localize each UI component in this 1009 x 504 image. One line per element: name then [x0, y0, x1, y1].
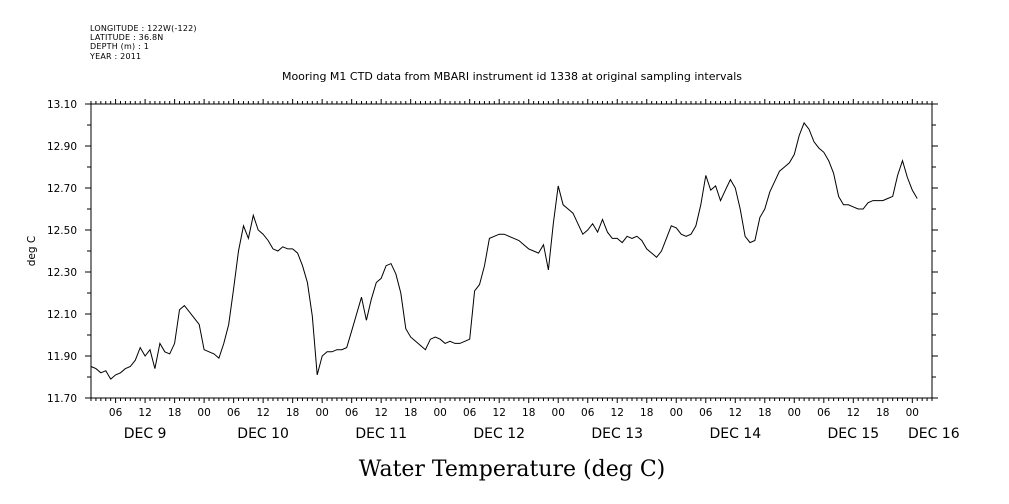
- chart-title: Mooring M1 CTD data from MBARI instrumen…: [282, 70, 742, 83]
- x-axis-label: Water Temperature (deg C): [359, 457, 666, 482]
- metadata-longitude: LONGITUDE : 122W(-122): [90, 24, 197, 33]
- x-hour-label: 00: [315, 407, 328, 419]
- x-hour-label: 18: [640, 407, 653, 419]
- y-tick-label: 12.10: [47, 309, 77, 321]
- x-day-label: DEC 13: [591, 426, 643, 442]
- x-hour-label: 18: [286, 407, 299, 419]
- y-axis-label: deg C: [26, 236, 38, 266]
- metadata-year: YEAR : 2011: [89, 52, 141, 61]
- x-hour-label: 12: [256, 407, 269, 419]
- x-hour-label: 06: [581, 407, 595, 419]
- x-day-label: DEC 9: [124, 426, 167, 442]
- y-tick-labels: 11.70 11.90 12.10 12.30 12.50 12.70 12.90 13.10: [47, 99, 77, 405]
- y-tick-label: 12.70: [47, 183, 77, 195]
- y-tick-label: 12.90: [47, 141, 77, 153]
- x-hour-label: 12: [729, 407, 742, 419]
- x-hour-label: 12: [847, 407, 860, 419]
- x-day-label: DEC 14: [709, 426, 761, 442]
- x-hour-label: 18: [522, 407, 535, 419]
- x-hour-label: 06: [699, 407, 713, 419]
- x-hour-label: 12: [138, 407, 151, 419]
- x-hour-label: 18: [876, 407, 889, 419]
- metadata-depth: DEPTH (m) : 1: [90, 42, 149, 51]
- y-tick-label: 12.30: [47, 267, 77, 279]
- x-hour-label: 00: [197, 407, 210, 419]
- x-hour-label: 06: [817, 407, 831, 419]
- x-day-labels: DEC 9 DEC 10 DEC 11 DEC 12 DEC 13 DEC 14 DEC 1…: [124, 426, 960, 442]
- x-hour-label: 18: [168, 407, 181, 419]
- x-hour-label: 06: [345, 407, 359, 419]
- axis-ticks: [85, 99, 938, 403]
- x-day-label: DEC 15: [827, 426, 879, 442]
- x-hour-label: 12: [374, 407, 387, 419]
- y-tick-label: 12.50: [47, 225, 77, 237]
- x-hour-label: 00: [670, 407, 683, 419]
- metadata-latitude: LATITUDE : 36.8N: [90, 33, 163, 42]
- x-hour-label: 18: [758, 407, 771, 419]
- x-day-label: DEC 11: [355, 426, 407, 442]
- x-hour-label: 00: [906, 407, 919, 419]
- y-tick-label: 11.70: [47, 393, 77, 405]
- y-tick-label: 11.90: [47, 351, 77, 363]
- water-temperature-line: [90, 121, 918, 380]
- x-hour-label: 00: [552, 407, 565, 419]
- metadata-block: LONGITUDE : 122W(-122) LATITUDE : 36.8N …: [89, 24, 197, 61]
- x-hour-label: 18: [404, 407, 417, 419]
- x-hour-label: 06: [109, 407, 123, 419]
- x-hour-label: 00: [788, 407, 801, 419]
- x-day-label: DEC 12: [473, 426, 525, 442]
- x-day-label: DEC 16: [908, 426, 960, 442]
- x-hour-label: 12: [611, 407, 624, 419]
- x-hour-label: 00: [433, 407, 446, 419]
- plot-frame: [90, 103, 933, 399]
- x-day-label: DEC 10: [237, 426, 289, 442]
- x-hour-labels: 06 12 18 00 06 12 18 00 06 12 18 00 06 12 18 00 06 12 18 00…: [109, 407, 919, 419]
- x-hour-label: 12: [493, 407, 506, 419]
- x-hour-label: 06: [227, 407, 241, 419]
- y-tick-label: 13.10: [47, 99, 77, 111]
- x-hour-label: 06: [463, 407, 477, 419]
